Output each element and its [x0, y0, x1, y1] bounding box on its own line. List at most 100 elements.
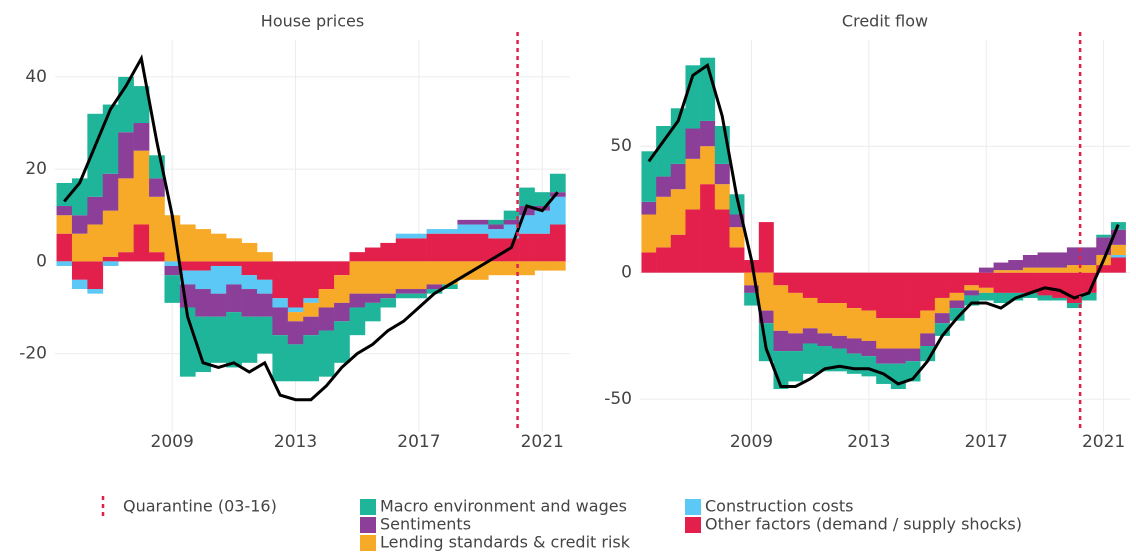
bar-segment: [817, 303, 833, 334]
bar-segment: [488, 261, 504, 276]
bar-segment: [87, 196, 104, 225]
bar-segment: [241, 289, 258, 317]
bar-segment: [832, 303, 848, 336]
bar-segment: [272, 261, 289, 299]
bar-segment: [534, 233, 551, 262]
x-tick-label: 2021: [1082, 432, 1125, 452]
bar-segment: [685, 158, 701, 210]
bar-segment: [714, 163, 730, 185]
bar-segment: [303, 302, 319, 317]
bar-segment: [890, 318, 906, 349]
bar-segment: [488, 229, 504, 239]
bar-segment: [395, 261, 412, 290]
legend-swatch: [685, 517, 701, 533]
y-tick-label: 50: [610, 136, 632, 156]
bar-segment: [934, 313, 950, 324]
bar-segment: [670, 234, 686, 273]
bar-segment: [56, 215, 73, 234]
legend-swatch: [360, 517, 376, 533]
bar-segment: [1022, 292, 1038, 298]
legend-label: Construction costs: [705, 497, 854, 516]
bar-segment: [256, 261, 273, 280]
bar-segment: [519, 261, 535, 276]
bar-segment: [426, 233, 443, 262]
bar-segment: [1052, 252, 1068, 268]
bar-segment: [149, 252, 165, 262]
bar-segment: [56, 182, 73, 207]
bar-segment: [349, 307, 366, 336]
bar-segment: [210, 293, 227, 317]
bar-segment: [890, 348, 906, 364]
bar-segment: [118, 132, 134, 179]
bar-segment: [1022, 272, 1038, 293]
bar-segment: [656, 247, 672, 273]
bar-segment: [714, 184, 730, 210]
bar-segment: [164, 265, 181, 276]
bar-segment: [287, 344, 304, 382]
bar-segment: [503, 210, 520, 220]
legend-swatch: [360, 535, 376, 551]
bar-segment: [670, 189, 686, 235]
bar-segment: [102, 261, 119, 266]
bar-segment: [802, 297, 818, 329]
bar-segment: [87, 261, 104, 290]
bar-segment: [964, 295, 980, 306]
x-tick-label: 2013: [847, 432, 890, 452]
bar-segment: [534, 210, 551, 234]
y-tick-label: 40: [25, 67, 47, 87]
bar-segment: [920, 333, 936, 347]
y-tick-label: 0: [621, 263, 632, 283]
bar-segment: [87, 224, 104, 262]
legend-swatch: [360, 499, 376, 515]
bar-segment: [978, 287, 994, 293]
bar-segment: [442, 261, 458, 285]
bar-segment: [700, 120, 716, 147]
bar-segment: [802, 343, 818, 374]
bar-segment: [164, 261, 181, 266]
bar-segment: [876, 348, 892, 364]
bar-segment: [1008, 272, 1024, 293]
bar-segment: [890, 272, 906, 319]
bar-segment: [519, 187, 535, 207]
bar-segment: [133, 123, 150, 151]
bar-segment: [303, 316, 319, 336]
bar-segment: [861, 272, 877, 311]
bar-segment: [846, 338, 862, 354]
bar-segment: [714, 209, 730, 273]
bar-segment: [978, 267, 994, 273]
bar-segment: [1066, 265, 1082, 273]
bar-segment: [71, 233, 88, 262]
bar-segment: [846, 272, 862, 309]
legend-label: Sentiments: [380, 515, 471, 534]
bar-segment: [457, 219, 474, 225]
bar-segment: [133, 224, 150, 262]
bar-segment: [256, 279, 273, 294]
bar-segment: [226, 312, 242, 368]
bar-segment: [1066, 303, 1082, 309]
bar-segment: [905, 348, 921, 362]
bar-segment: [729, 227, 745, 248]
y-tick-label: 20: [25, 159, 47, 179]
line: [63, 54, 559, 402]
line: [647, 62, 1120, 388]
bar-segment: [641, 151, 657, 202]
bar-segment: [364, 247, 381, 262]
bar-segment: [949, 292, 965, 301]
bar-segment: [318, 261, 335, 290]
bar-segment: [534, 261, 551, 271]
legend-label: Macro environment and wages: [380, 497, 627, 516]
bar-segment: [102, 173, 119, 211]
bar-segment: [395, 289, 412, 294]
bar-segment: [549, 224, 566, 262]
bar-segment: [670, 163, 686, 190]
bar-segment: [442, 229, 458, 234]
bar-segment: [256, 252, 273, 262]
legend-label: Lending standards & credit risk: [380, 533, 631, 552]
bar-segment: [964, 272, 980, 286]
bar-segment: [978, 292, 994, 301]
bar-segment: [1081, 292, 1097, 301]
bar-segment: [519, 233, 535, 262]
bar-segment: [802, 272, 818, 298]
bar-segment: [395, 233, 412, 239]
bar-segment: [241, 275, 258, 290]
